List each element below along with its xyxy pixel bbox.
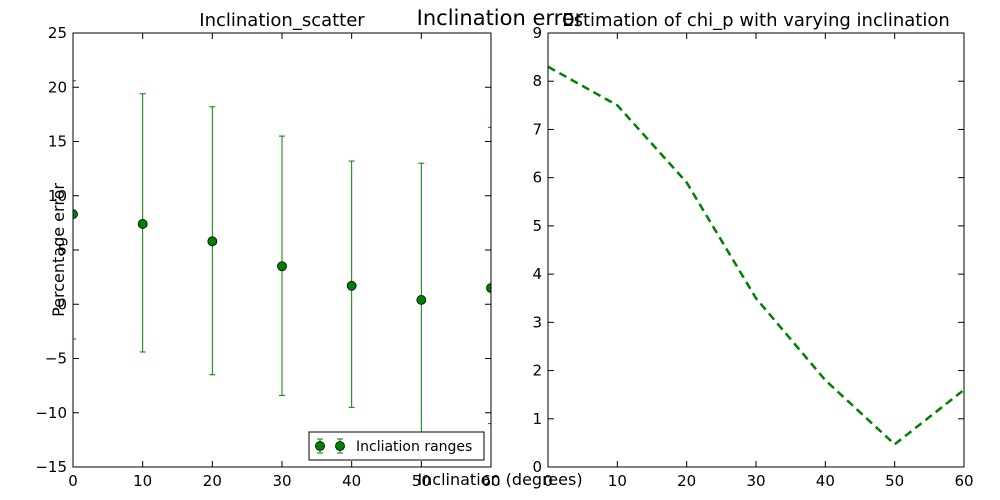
y-tick-label: 0: [57, 295, 67, 313]
scatter-title: Inclination_scatter: [199, 10, 365, 31]
x-tick-label: 50: [412, 472, 431, 490]
y-tick-label: −5: [45, 350, 67, 368]
data-point: [416, 295, 427, 305]
line-marks: [548, 65, 964, 446]
x-tick-label: 0: [68, 472, 78, 490]
x-tick-label: 10: [608, 472, 627, 490]
y-tick-label: 25: [48, 24, 67, 42]
data-point: [137, 219, 148, 229]
line-subplot: 0 10 20 30 40 50 60 0 1 2 3 4 5 6 7 8 9 Estimation of ch…: [532, 10, 973, 490]
x-tick-label: 30: [272, 472, 291, 490]
legend: Incliation ranges: [308, 431, 485, 461]
y-tick-label: 8: [532, 72, 542, 90]
legend-marker-1: [315, 438, 325, 454]
y-tick-label: 1: [532, 410, 542, 428]
scatter-marks: [73, 80, 491, 439]
x-tick-label: 0: [543, 472, 553, 490]
data-point: [73, 209, 78, 220]
data-point: [207, 236, 218, 247]
x-tick-label: 40: [342, 472, 361, 490]
y-tick-label: 2: [532, 362, 542, 380]
y-tick-label: 4: [532, 265, 542, 283]
x-tick-label: 40: [816, 472, 835, 490]
data-point: [486, 283, 491, 293]
x-tick-label: 30: [746, 472, 765, 490]
y-tick-label: 6: [532, 169, 542, 187]
y-tick-label: 5: [57, 241, 67, 259]
y-tick-label: 15: [48, 133, 67, 151]
x-tick-label: 20: [203, 472, 222, 490]
y-tick-label: 7: [532, 120, 542, 138]
y-tick-label: 0: [532, 458, 542, 476]
scatter-ticks: 0 10 20 30 40 50 60 −15 −10 −5 0 5 10 15 20 25: [35, 24, 500, 490]
y-tick-label: −10: [35, 404, 67, 422]
data-point: [346, 280, 357, 291]
scatter-subplot: 0 10 20 30 40 50 60 −15 −10 −5 0 5 10 15 20 25 Inclinat…: [35, 10, 500, 490]
y-tick-label: −15: [35, 458, 67, 476]
y-tick-label: 20: [48, 78, 67, 96]
y-tick-label: 5: [532, 217, 542, 235]
y-tick-label: 10: [48, 187, 67, 205]
y-tick-label: 3: [532, 313, 542, 331]
line-plot-area: [548, 33, 964, 467]
y-axis-label: Percentage error: [49, 183, 68, 317]
x-tick-label: 60: [481, 472, 500, 490]
x-tick-label: 50: [885, 472, 904, 490]
series-line: [548, 65, 964, 446]
x-tick-label: 10: [133, 472, 152, 490]
line-ticks: 0 10 20 30 40 50 60 0 1 2 3 4 5 6 7 8 9: [532, 24, 973, 490]
x-axis-label: Inclination (degrees): [417, 470, 582, 489]
y-tick-label: 9: [532, 24, 542, 42]
x-tick-label: 20: [677, 472, 696, 490]
figure-suptitle: Inclination error: [417, 6, 584, 30]
data-point: [277, 261, 287, 272]
legend-label: Incliation ranges: [356, 439, 472, 455]
legend-marker-2: [335, 438, 345, 454]
line-title: Estimation of chi_p with varying inclina…: [562, 10, 950, 31]
x-tick-label: 60: [954, 472, 973, 490]
